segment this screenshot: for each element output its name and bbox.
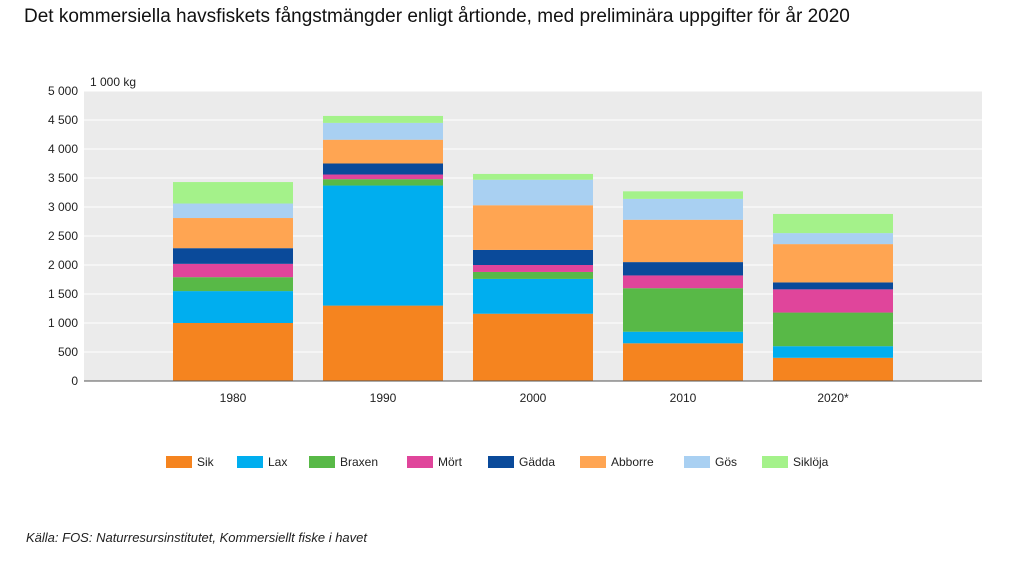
y-tick-label: 2 000 (48, 258, 78, 272)
bar-lax-2020 (773, 346, 893, 358)
bar-lax-1990 (323, 185, 443, 306)
bar-abborre-1980 (173, 218, 293, 249)
y-tick-label: 500 (58, 345, 78, 359)
legend-label-gädda: Gädda (519, 455, 555, 469)
legend-swatch-abborre (580, 456, 606, 468)
legend-swatch-braxen (309, 456, 335, 468)
bar-lax-1980 (173, 291, 293, 323)
x-tick-label: 2000 (520, 391, 547, 405)
y-tick-label: 5 000 (48, 84, 78, 98)
bar-gädda-1980 (173, 248, 293, 264)
bar-gädda-1990 (323, 163, 443, 175)
y-tick-label: 4 000 (48, 142, 78, 156)
bar-siklöja-1980 (173, 182, 293, 204)
y-tick-label: 1 500 (48, 287, 78, 301)
bar-lax-2000 (473, 278, 593, 314)
bar-lax-2010 (623, 331, 743, 344)
legend-swatch-gös (684, 456, 710, 468)
y-tick-label: 1 000 (48, 316, 78, 330)
bar-gös-2010 (623, 198, 743, 220)
legend-swatch-sik (166, 456, 192, 468)
bar-braxen-1980 (173, 277, 293, 292)
bar-gös-2000 (473, 179, 593, 206)
bar-sik-2000 (473, 313, 593, 381)
legend-swatch-siklöja (762, 456, 788, 468)
bar-siklöja-2000 (473, 173, 593, 180)
bar-sik-2020 (773, 357, 893, 381)
bar-braxen-2020 (773, 312, 893, 347)
legend-swatch-lax (237, 456, 263, 468)
bar-mört-2010 (623, 275, 743, 289)
bar-sik-1980 (173, 323, 293, 381)
bar-gös-1980 (173, 203, 293, 219)
bar-gös-2020 (773, 233, 893, 245)
bar-mört-1980 (173, 263, 293, 278)
bar-siklöja-2020 (773, 213, 893, 234)
bar-gädda-2010 (623, 262, 743, 276)
bar-mört-2000 (473, 265, 593, 272)
bar-gädda-2020 (773, 282, 893, 290)
bar-abborre-1990 (323, 139, 443, 164)
source-note: Källa: FOS: Naturresursinstitutet, Komme… (26, 530, 368, 545)
legend-label-gös: Gös (715, 455, 737, 469)
legend-label-mört: Mört (438, 455, 463, 469)
legend-label-braxen: Braxen (340, 455, 378, 469)
bar-mört-1990 (323, 174, 443, 180)
x-tick-label: 1990 (370, 391, 397, 405)
x-tick-label: 2010 (670, 391, 697, 405)
legend-label-siklöja: Siklöja (793, 455, 829, 469)
legend-swatch-mört (407, 456, 433, 468)
bar-sik-2010 (623, 343, 743, 381)
y-tick-label: 3 000 (48, 200, 78, 214)
bar-mört-2020 (773, 289, 893, 313)
bar-abborre-2020 (773, 244, 893, 283)
bar-siklöja-1990 (323, 115, 443, 123)
bar-braxen-2010 (623, 288, 743, 332)
x-tick-label: 1980 (220, 391, 247, 405)
bar-siklöja-2010 (623, 191, 743, 199)
chart-frame: Det kommersiella havsfiskets fångstmängd… (24, 6, 982, 545)
bar-gös-1990 (323, 122, 443, 140)
bar-abborre-2010 (623, 219, 743, 263)
y-tick-label: 0 (71, 374, 78, 388)
bar-sik-1990 (323, 305, 443, 381)
bar-gädda-2000 (473, 249, 593, 265)
legend-swatch-gädda (488, 456, 514, 468)
x-tick-label: 2020* (817, 391, 849, 405)
bar-abborre-2000 (473, 205, 593, 250)
chart-title: Det kommersiella havsfiskets fångstmängd… (24, 6, 850, 27)
bar-braxen-1990 (323, 179, 443, 186)
y-axis-unit: 1 000 kg (90, 75, 136, 89)
stacked-bar-chart: 0 500 1 000 1 500 2 000 2 500 3 000 3 500 4 000 4… (48, 75, 982, 469)
y-tick-label: 4 500 (48, 113, 78, 127)
y-tick-label: 3 500 (48, 171, 78, 185)
legend-label-sik: Sik (197, 455, 215, 469)
bar-braxen-2000 (473, 271, 593, 279)
y-tick-label: 2 500 (48, 229, 78, 243)
legend-label-lax: Lax (268, 455, 287, 469)
legend-label-abborre: Abborre (611, 455, 654, 469)
